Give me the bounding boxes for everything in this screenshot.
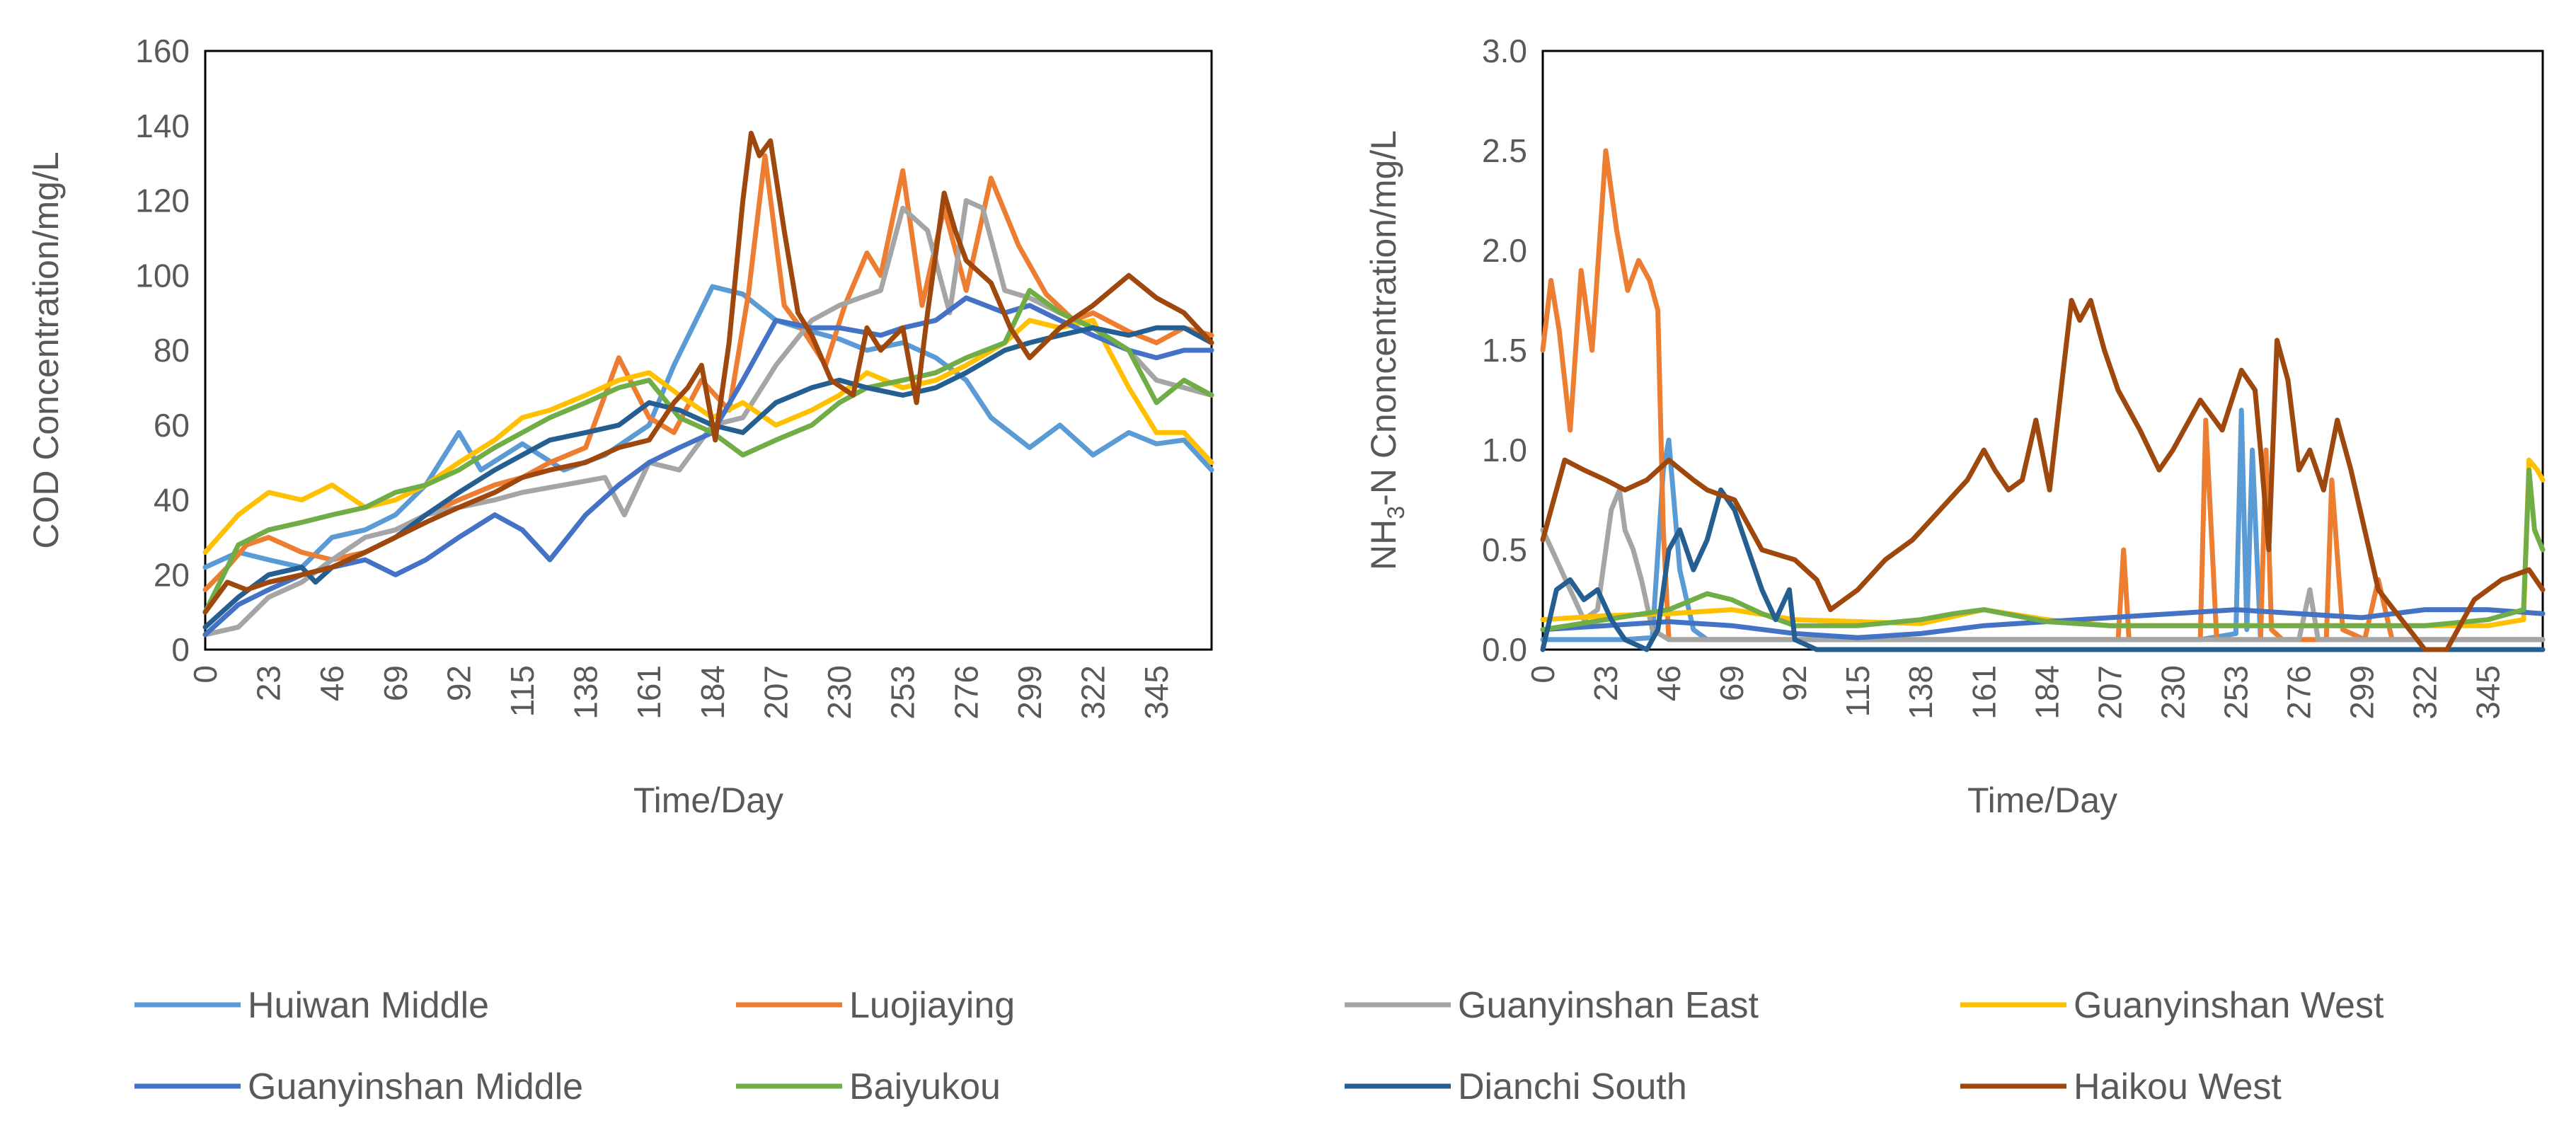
cod-x-tick-label: 69 xyxy=(377,665,414,701)
nh3n-y-tick-label: 1.0 xyxy=(1482,432,1527,468)
nh3n-y-axis-title: NH3-N Cnoncentration/mg/L xyxy=(1364,130,1410,570)
nh3n-x-tick-label: 299 xyxy=(2343,665,2380,720)
legend-label-luojiaying: Luojiaying xyxy=(849,985,1015,1026)
nh3n-x-tick-label: 253 xyxy=(2217,665,2254,720)
nh3n-x-tick-label: 161 xyxy=(1965,665,2002,720)
legend: Huiwan Middle Luojiaying Guanyinshan East G… xyxy=(134,985,2384,1107)
cod-x-tick-label: 138 xyxy=(568,665,604,720)
nh3n-x-tick-label: 230 xyxy=(2154,665,2191,720)
cod-chart: 0 20 40 60 80 100 120 140 160 0 23 46 69 92 115 138 161… xyxy=(26,33,1214,820)
nh3n-x-tick-label: 345 xyxy=(2470,665,2507,720)
nh3n-y-axis-title-sub: 3 xyxy=(1383,506,1410,519)
cod-x-tick-label: 276 xyxy=(948,665,984,720)
nh3n-series-group xyxy=(1540,148,2546,652)
nh3n-x-tick-label: 207 xyxy=(2091,665,2128,720)
nh3n-x-tick-label: 138 xyxy=(1902,665,1939,720)
cod-series-huiwan-middle xyxy=(202,284,1214,570)
nh3n-x-tick-label: 23 xyxy=(1587,665,1624,701)
nh3n-y-tick-label: 1.5 xyxy=(1482,332,1527,369)
nh3n-y-tick-label: 0.5 xyxy=(1482,531,1527,568)
cod-series-group xyxy=(202,130,1214,638)
cod-x-tick-label: 46 xyxy=(314,665,350,701)
cod-x-tick-label: 207 xyxy=(757,665,794,720)
cod-x-tick-label: 299 xyxy=(1011,665,1048,720)
cod-x-tick-label: 0 xyxy=(187,665,224,684)
nh3n-y-tick-label: 2.5 xyxy=(1482,132,1527,169)
nh3n-chart: 0.0 0.5 1.0 1.5 2.0 2.5 3.0 0 23 46 69 92 115 138 161… xyxy=(1364,33,2546,820)
nh3n-y-tick-label: 0.0 xyxy=(1482,631,1527,668)
cod-y-tick-label: 60 xyxy=(154,407,190,444)
nh3n-series-haikou-west xyxy=(1540,298,2546,652)
cod-x-tick-label: 92 xyxy=(440,665,477,701)
cod-y-tick-label: 140 xyxy=(135,108,190,144)
cod-y-tick-label: 0 xyxy=(171,631,190,668)
nh3n-series-dianchi-south xyxy=(1540,487,2546,652)
nh3n-series-baiyukou xyxy=(1540,467,2546,633)
cod-x-tick-label: 253 xyxy=(885,665,921,720)
nh3n-x-axis-title: Time/Day xyxy=(1967,780,2117,820)
cod-x-ticks: 0 23 46 69 92 115 138 161 184 207 230 253 276 299 322 3… xyxy=(187,665,1175,720)
cod-x-tick-label: 230 xyxy=(821,665,858,720)
cod-series-guanyinshan-east xyxy=(202,198,1214,638)
cod-x-tick-label: 161 xyxy=(631,665,667,720)
nh3n-y-tick-label: 3.0 xyxy=(1482,33,1527,69)
legend-label-dianchi-south: Dianchi South xyxy=(1458,1066,1687,1107)
cod-y-axis-title: COD Concentration/mg/L xyxy=(26,151,66,548)
nh3n-y-tick-label: 2.0 xyxy=(1482,232,1527,269)
cod-x-tick-label: 345 xyxy=(1138,665,1175,720)
legend-label-haikou-west: Haikou West xyxy=(2074,1066,2282,1107)
cod-x-tick-label: 23 xyxy=(251,665,287,701)
legend-label-guanyinshan-middle: Guanyinshan Middle xyxy=(248,1066,583,1107)
nh3n-y-ticks: 0.0 0.5 1.0 1.5 2.0 2.5 3.0 xyxy=(1482,33,1527,668)
nh3n-x-tick-label: 184 xyxy=(2028,665,2065,720)
cod-y-tick-label: 80 xyxy=(154,332,190,369)
cod-x-tick-label: 115 xyxy=(504,665,541,717)
legend-label-guanyinshan-east: Guanyinshan East xyxy=(1458,985,1759,1026)
nh3n-series-luojiaying xyxy=(1540,148,2546,643)
cod-x-tick-label: 184 xyxy=(694,665,731,720)
nh3n-x-tick-label: 46 xyxy=(1650,665,1687,701)
cod-y-tick-label: 40 xyxy=(154,482,190,519)
nh3n-x-tick-label: 322 xyxy=(2407,665,2444,720)
nh3n-x-tick-label: 276 xyxy=(2280,665,2317,720)
nh3n-x-ticks: 0 23 46 69 92 115 138 161 184 207 230 253 276 299 322 3… xyxy=(1524,665,2507,720)
cod-y-tick-label: 160 xyxy=(135,33,190,69)
cod-y-tick-label: 120 xyxy=(135,183,190,219)
nh3n-x-tick-label: 92 xyxy=(1776,665,1813,701)
legend-label-baiyukou: Baiyukou xyxy=(849,1066,1001,1107)
legend-label-guanyinshan-west: Guanyinshan West xyxy=(2074,985,2384,1026)
nh3n-plot-area xyxy=(1541,50,2544,651)
cod-y-ticks: 0 20 40 60 80 100 120 140 160 xyxy=(135,33,190,668)
legend-label-huiwan-middle: Huiwan Middle xyxy=(248,985,489,1026)
cod-y-tick-label: 20 xyxy=(154,556,190,593)
cod-x-axis-title: Time/Day xyxy=(633,780,783,820)
nh3n-x-tick-label: 0 xyxy=(1524,665,1561,684)
nh3n-x-tick-label: 115 xyxy=(1839,665,1876,717)
nh3n-y-axis-title-rest: -N Cnoncentration/mg/L xyxy=(1364,130,1403,506)
cod-series-haikou-west xyxy=(202,130,1214,615)
cod-y-tick-label: 100 xyxy=(135,257,190,294)
nh3n-y-axis-title-main: NH xyxy=(1364,519,1403,570)
cod-x-tick-label: 322 xyxy=(1074,665,1111,720)
nh3n-x-tick-label: 69 xyxy=(1713,665,1750,701)
